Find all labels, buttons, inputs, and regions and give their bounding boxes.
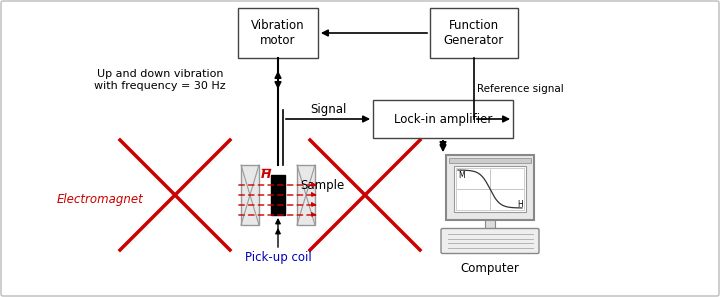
FancyBboxPatch shape xyxy=(449,158,531,163)
FancyBboxPatch shape xyxy=(454,166,526,212)
Text: Pick-up coil: Pick-up coil xyxy=(245,252,311,265)
Text: Computer: Computer xyxy=(461,262,519,275)
FancyBboxPatch shape xyxy=(441,228,539,254)
Text: H: H xyxy=(517,200,523,209)
Text: Electromagnet: Electromagnet xyxy=(57,194,143,206)
FancyBboxPatch shape xyxy=(430,8,518,58)
Text: Sample: Sample xyxy=(300,178,344,192)
FancyBboxPatch shape xyxy=(446,155,534,220)
FancyBboxPatch shape xyxy=(238,8,318,58)
FancyBboxPatch shape xyxy=(373,100,513,138)
FancyBboxPatch shape xyxy=(456,168,524,210)
Text: Function
Generator: Function Generator xyxy=(444,19,504,47)
Text: Lock-in amplifier: Lock-in amplifier xyxy=(394,113,492,126)
FancyBboxPatch shape xyxy=(241,165,259,225)
Text: Reference signal: Reference signal xyxy=(477,83,564,94)
Text: M: M xyxy=(458,171,464,180)
FancyBboxPatch shape xyxy=(271,175,285,215)
FancyBboxPatch shape xyxy=(297,165,315,225)
Text: Signal: Signal xyxy=(310,103,346,116)
Text: Up and down vibration
with frequency = 30 Hz: Up and down vibration with frequency = 3… xyxy=(94,69,226,91)
Text: Vibration
motor: Vibration motor xyxy=(251,19,305,47)
Text: H: H xyxy=(261,168,271,181)
FancyBboxPatch shape xyxy=(485,220,495,230)
